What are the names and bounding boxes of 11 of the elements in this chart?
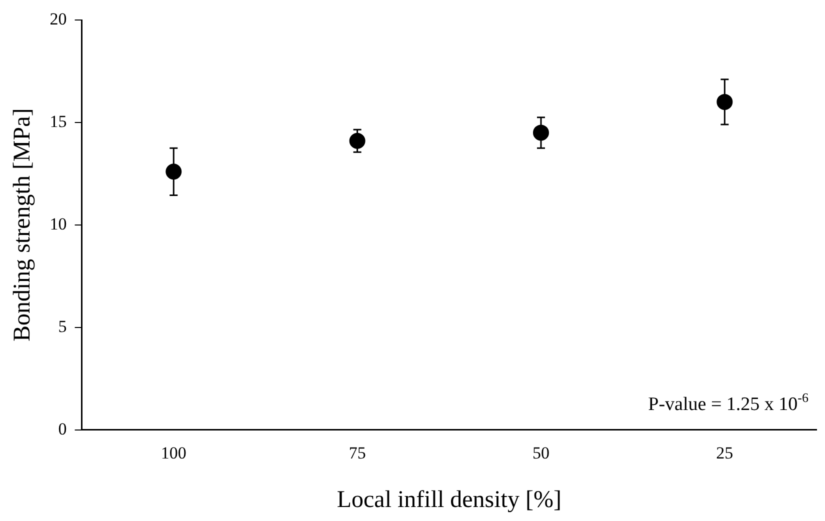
x-tick-label: 75 (348, 443, 366, 462)
y-tick-label: 20 (50, 9, 67, 28)
x-tick-label: 50 (532, 443, 550, 462)
y-tick-label: 15 (50, 112, 67, 131)
x-tick-label: 25 (716, 443, 734, 462)
x-tick-label: 100 (160, 443, 186, 462)
y-tick-label: 10 (50, 214, 67, 234)
y-tick-label: 0 (58, 419, 67, 438)
x-axis-title: Local infill density [%] (336, 486, 562, 513)
y-tick-label: 5 (58, 316, 67, 336)
y-axis-title: Bonding strength [MPa] (10, 108, 36, 342)
